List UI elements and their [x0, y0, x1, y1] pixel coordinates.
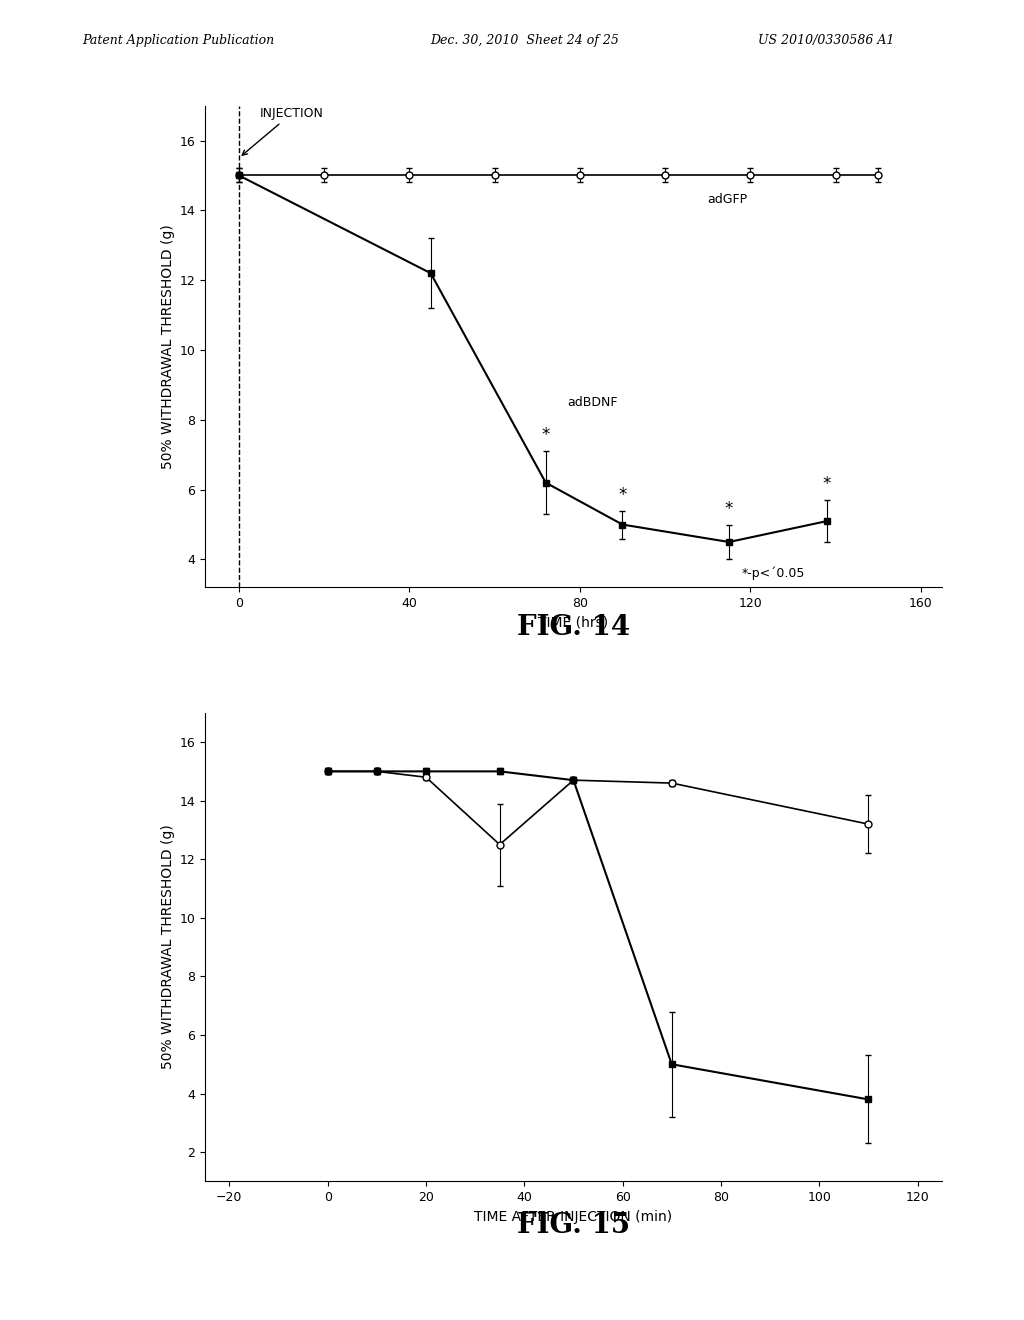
Text: *: * [725, 499, 733, 517]
Text: US 2010/0330586 A1: US 2010/0330586 A1 [758, 34, 894, 48]
Text: *-p<´0.05: *-p<´0.05 [741, 566, 805, 581]
Text: adGFP: adGFP [708, 193, 748, 206]
Text: *: * [542, 426, 550, 445]
Text: FIG. 14: FIG. 14 [517, 614, 630, 640]
Text: Dec. 30, 2010  Sheet 24 of 25: Dec. 30, 2010 Sheet 24 of 25 [430, 34, 618, 48]
X-axis label: TIME (hrs): TIME (hrs) [539, 615, 608, 630]
Text: INJECTION: INJECTION [243, 107, 324, 156]
Y-axis label: 50% WITHDRAWAL THRESHOLD (g): 50% WITHDRAWAL THRESHOLD (g) [161, 224, 175, 469]
Text: adBDNF: adBDNF [567, 396, 617, 409]
X-axis label: TIME AFTER INJECTION (min): TIME AFTER INJECTION (min) [474, 1209, 673, 1224]
Y-axis label: 50% WITHDRAWAL THRESHOLD (g): 50% WITHDRAWAL THRESHOLD (g) [161, 825, 175, 1069]
Text: *: * [823, 475, 831, 494]
Text: Patent Application Publication: Patent Application Publication [82, 34, 274, 48]
Text: *: * [618, 486, 627, 504]
Text: FIG. 15: FIG. 15 [517, 1212, 630, 1238]
